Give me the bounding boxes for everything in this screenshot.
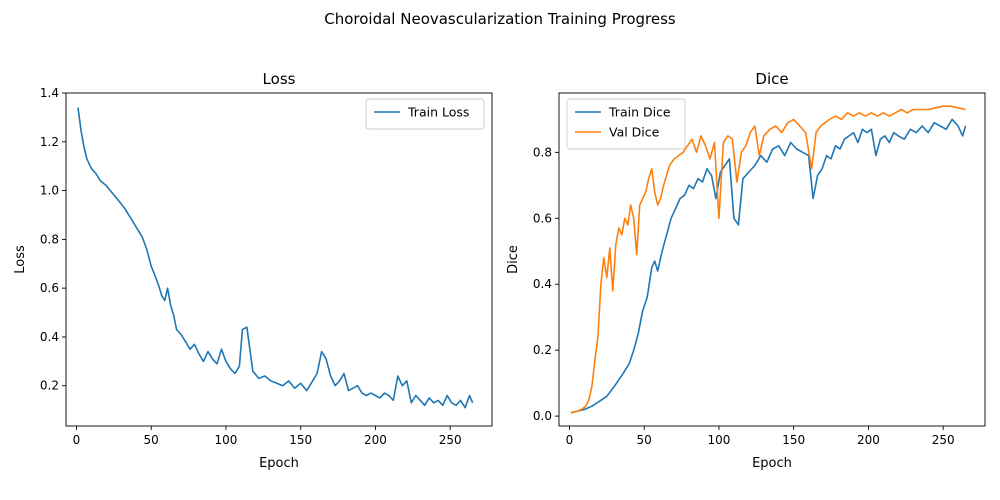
legend-label: Train Loss (407, 105, 469, 120)
legend-box (365, 98, 485, 130)
legend-label: Val Dice (609, 125, 660, 140)
series-line-train-dice (570, 118, 967, 414)
y-tick-label: 1.0 (40, 184, 59, 198)
series-line-val-dice (570, 105, 966, 414)
x-tick-label: 250 (932, 433, 955, 447)
plot-frame (65, 92, 493, 427)
y-tick-label: 0.8 (40, 232, 59, 246)
x-axis-label: Epoch (752, 456, 792, 471)
y-axis-label: Dice (506, 245, 521, 274)
y-tick-label: 0.6 (40, 281, 59, 295)
x-tick-label: 0 (73, 433, 81, 447)
x-tick-label: 50 (144, 433, 159, 447)
legend: Train Loss (365, 98, 485, 130)
chart-title: Loss (263, 70, 296, 88)
plot-frame (558, 92, 986, 427)
y-tick-label: 1.4 (40, 86, 59, 100)
x-axis-label: Epoch (259, 456, 299, 471)
legend-label: Train Dice (608, 105, 671, 120)
x-tick-label: 200 (364, 433, 387, 447)
y-tick-label: 0.6 (533, 211, 552, 225)
x-tick-label: 0 (566, 433, 574, 447)
x-tick-label: 100 (707, 433, 730, 447)
y-tick-label: 0.2 (533, 343, 552, 357)
figure-title: Choroidal Neovascularization Training Pr… (324, 10, 676, 28)
y-tick-label: 0.4 (40, 330, 59, 344)
dice-chart: Dice 0 50 100 150 200 250 0.0 0.2 0.4 0.6 0.8 Epoch D… (506, 70, 986, 471)
y-tick-label: 0.0 (533, 409, 552, 423)
series-line-train-loss (77, 107, 474, 409)
x-tick-label: 250 (439, 433, 462, 447)
x-tick-label: 150 (289, 433, 312, 447)
x-tick-label: 200 (857, 433, 880, 447)
x-tick-label: 100 (214, 433, 237, 447)
y-tick-label: 0.4 (533, 277, 552, 291)
y-tick-label: 0.2 (40, 379, 59, 393)
x-tick-label: 50 (637, 433, 652, 447)
chart-title: Dice (755, 70, 788, 88)
y-tick-label: 0.8 (533, 145, 552, 159)
y-axis-label: Loss (13, 245, 28, 274)
y-tick-label: 1.2 (40, 135, 59, 149)
loss-chart: Loss 0 50 100 150 200 250 0.2 0.4 0.6 0.8 1.0 1.2 1.4… (13, 70, 493, 471)
legend: Train Dice Val Dice (566, 98, 686, 150)
x-tick-label: 150 (782, 433, 805, 447)
